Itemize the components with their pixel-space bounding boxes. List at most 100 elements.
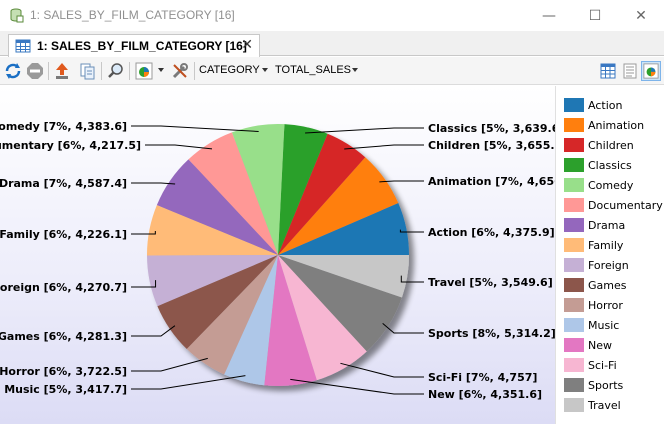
legend-item-classics[interactable]: Classics	[564, 155, 632, 175]
pie-slice-foreign[interactable]	[147, 255, 278, 307]
copy-icon	[80, 63, 95, 80]
pie-slice-sci-fi[interactable]	[278, 255, 367, 381]
legend-label: Foreign	[588, 258, 629, 272]
legend-item-animation[interactable]: Animation	[564, 115, 644, 135]
legend-item-new[interactable]: New	[564, 335, 612, 355]
leader-line-sci-fi	[340, 362, 424, 378]
minimize-icon: —	[542, 7, 556, 24]
leader-line-animation	[379, 180, 424, 183]
settings-icon	[172, 63, 188, 79]
legend-item-comedy[interactable]: Comedy	[564, 175, 633, 195]
settings-button[interactable]	[170, 61, 190, 81]
pie-slice-drama[interactable]	[156, 159, 278, 255]
legend-swatch	[564, 278, 584, 292]
text-view-icon	[623, 63, 637, 79]
slice-label-family: Family [6%, 4,226.1]	[0, 228, 127, 241]
slice-label-classics: Classics [5%, 3,639.6]	[428, 122, 555, 135]
legend-swatch	[564, 318, 584, 332]
slice-label-animation: Animation [7%, 4,656.3]	[428, 175, 555, 188]
pie-slice-family[interactable]	[147, 205, 278, 256]
category-dropdown[interactable]: CATEGORY	[199, 64, 260, 76]
legend-label: Sci-Fi	[588, 358, 617, 372]
slice-label-children: Children [5%, 3,655.6]	[428, 139, 555, 152]
close-window-button[interactable]: ✕	[618, 0, 664, 31]
leader-line-sports	[382, 322, 424, 334]
pie-slice-animation[interactable]	[278, 157, 399, 255]
legend-item-sci-fi[interactable]: Sci-Fi	[564, 355, 617, 375]
pie-slice-comedy[interactable]	[231, 124, 285, 255]
pie-slice-travel[interactable]	[278, 255, 409, 298]
stop-icon	[27, 63, 43, 79]
slice-label-horror: Horror [6%, 3,722.5]	[0, 365, 127, 378]
total-sales-dropdown-arrow[interactable]	[352, 68, 358, 72]
minimize-button[interactable]: —	[526, 0, 572, 31]
legend-item-family[interactable]: Family	[564, 235, 623, 255]
grid-view-button[interactable]	[598, 61, 618, 81]
zoom-icon	[108, 63, 123, 78]
export-button[interactable]	[52, 61, 72, 81]
category-dropdown-arrow[interactable]	[262, 68, 268, 72]
stop-button[interactable]	[25, 61, 45, 81]
window-title-bar: 1: SALES_BY_FILM_CATEGORY [16] — ☐ ✕	[0, 0, 664, 31]
slice-label-foreign: Foreign [6%, 4,270.7]	[0, 281, 127, 294]
refresh-button[interactable]	[3, 61, 23, 81]
total-sales-dropdown[interactable]: TOTAL_SALES	[275, 64, 352, 76]
slice-label-travel: Travel [5%, 3,549.6]	[428, 276, 553, 289]
legend-swatch	[564, 138, 584, 152]
legend-item-games[interactable]: Games	[564, 275, 626, 295]
legend-label: Music	[588, 318, 620, 332]
pie-slice-music[interactable]	[224, 255, 278, 386]
legend-swatch	[564, 258, 584, 272]
pie-slice-action[interactable]	[278, 203, 409, 255]
pie-slice-documentary[interactable]	[188, 132, 278, 255]
legend-label: Sports	[588, 378, 624, 392]
pie-slice-sports[interactable]	[278, 255, 402, 352]
legend-label: Travel	[588, 398, 621, 412]
legend-item-sports[interactable]: Sports	[564, 375, 623, 395]
slice-label-new: New [6%, 4,351.6]	[428, 388, 542, 401]
chart-type-dropdown-arrow[interactable]	[158, 68, 164, 72]
refresh-icon	[5, 63, 21, 79]
legend-item-drama[interactable]: Drama	[564, 215, 625, 235]
leader-line-family	[131, 230, 156, 235]
legend-label: Classics	[588, 158, 632, 172]
zoom-button[interactable]	[106, 61, 126, 81]
toolbar: CATEGORY TOTAL_SALES	[0, 57, 664, 85]
legend-label: Horror	[588, 298, 623, 312]
slice-label-drama: Drama [7%, 4,587.4]	[0, 177, 127, 190]
legend-swatch	[564, 118, 584, 132]
slice-label-music: Music [5%, 3,417.7]	[4, 383, 127, 396]
legend-item-action[interactable]: Action	[564, 95, 622, 115]
legend-label: Action	[588, 98, 623, 112]
chart-type-button[interactable]	[134, 61, 154, 81]
chart-view-button[interactable]	[641, 61, 661, 81]
legend-item-music[interactable]: Music	[564, 315, 619, 335]
legend-item-documentary[interactable]: Documentary	[564, 195, 663, 215]
legend-label: Family	[588, 238, 624, 252]
pie-slice-new[interactable]	[264, 255, 317, 386]
legend-item-travel[interactable]: Travel	[564, 395, 621, 415]
tab-sales-by-film-category[interactable]: 1: SALES_BY_FILM_CATEGORY [16] ✕	[8, 34, 260, 57]
table-icon	[15, 39, 31, 53]
leader-line-travel	[400, 275, 424, 283]
legend-item-foreign[interactable]: Foreign	[564, 255, 629, 275]
chart-type-icon	[135, 62, 153, 80]
close-icon: ✕	[635, 7, 647, 24]
legend-swatch	[564, 298, 584, 312]
slice-label-sports: Sports [8%, 5,314.2]	[428, 327, 555, 340]
legend-swatch	[564, 178, 584, 192]
text-view-button[interactable]	[620, 61, 640, 81]
pie-slice-games[interactable]	[157, 255, 278, 350]
legend-swatch	[564, 378, 584, 392]
maximize-button[interactable]: ☐	[572, 0, 618, 31]
legend-swatch	[564, 238, 584, 252]
legend-swatch	[564, 158, 584, 172]
pie-slice-children[interactable]	[278, 133, 366, 255]
legend-item-children[interactable]: Children	[564, 135, 634, 155]
pie-slice-horror[interactable]	[186, 255, 278, 375]
tab-close-icon[interactable]: ✕	[241, 37, 253, 53]
copy-button[interactable]	[78, 61, 98, 81]
pie-slice-classics[interactable]	[278, 124, 328, 255]
slice-label-action: Action [6%, 4,375.9]	[428, 226, 555, 239]
legend-item-horror[interactable]: Horror	[564, 295, 623, 315]
